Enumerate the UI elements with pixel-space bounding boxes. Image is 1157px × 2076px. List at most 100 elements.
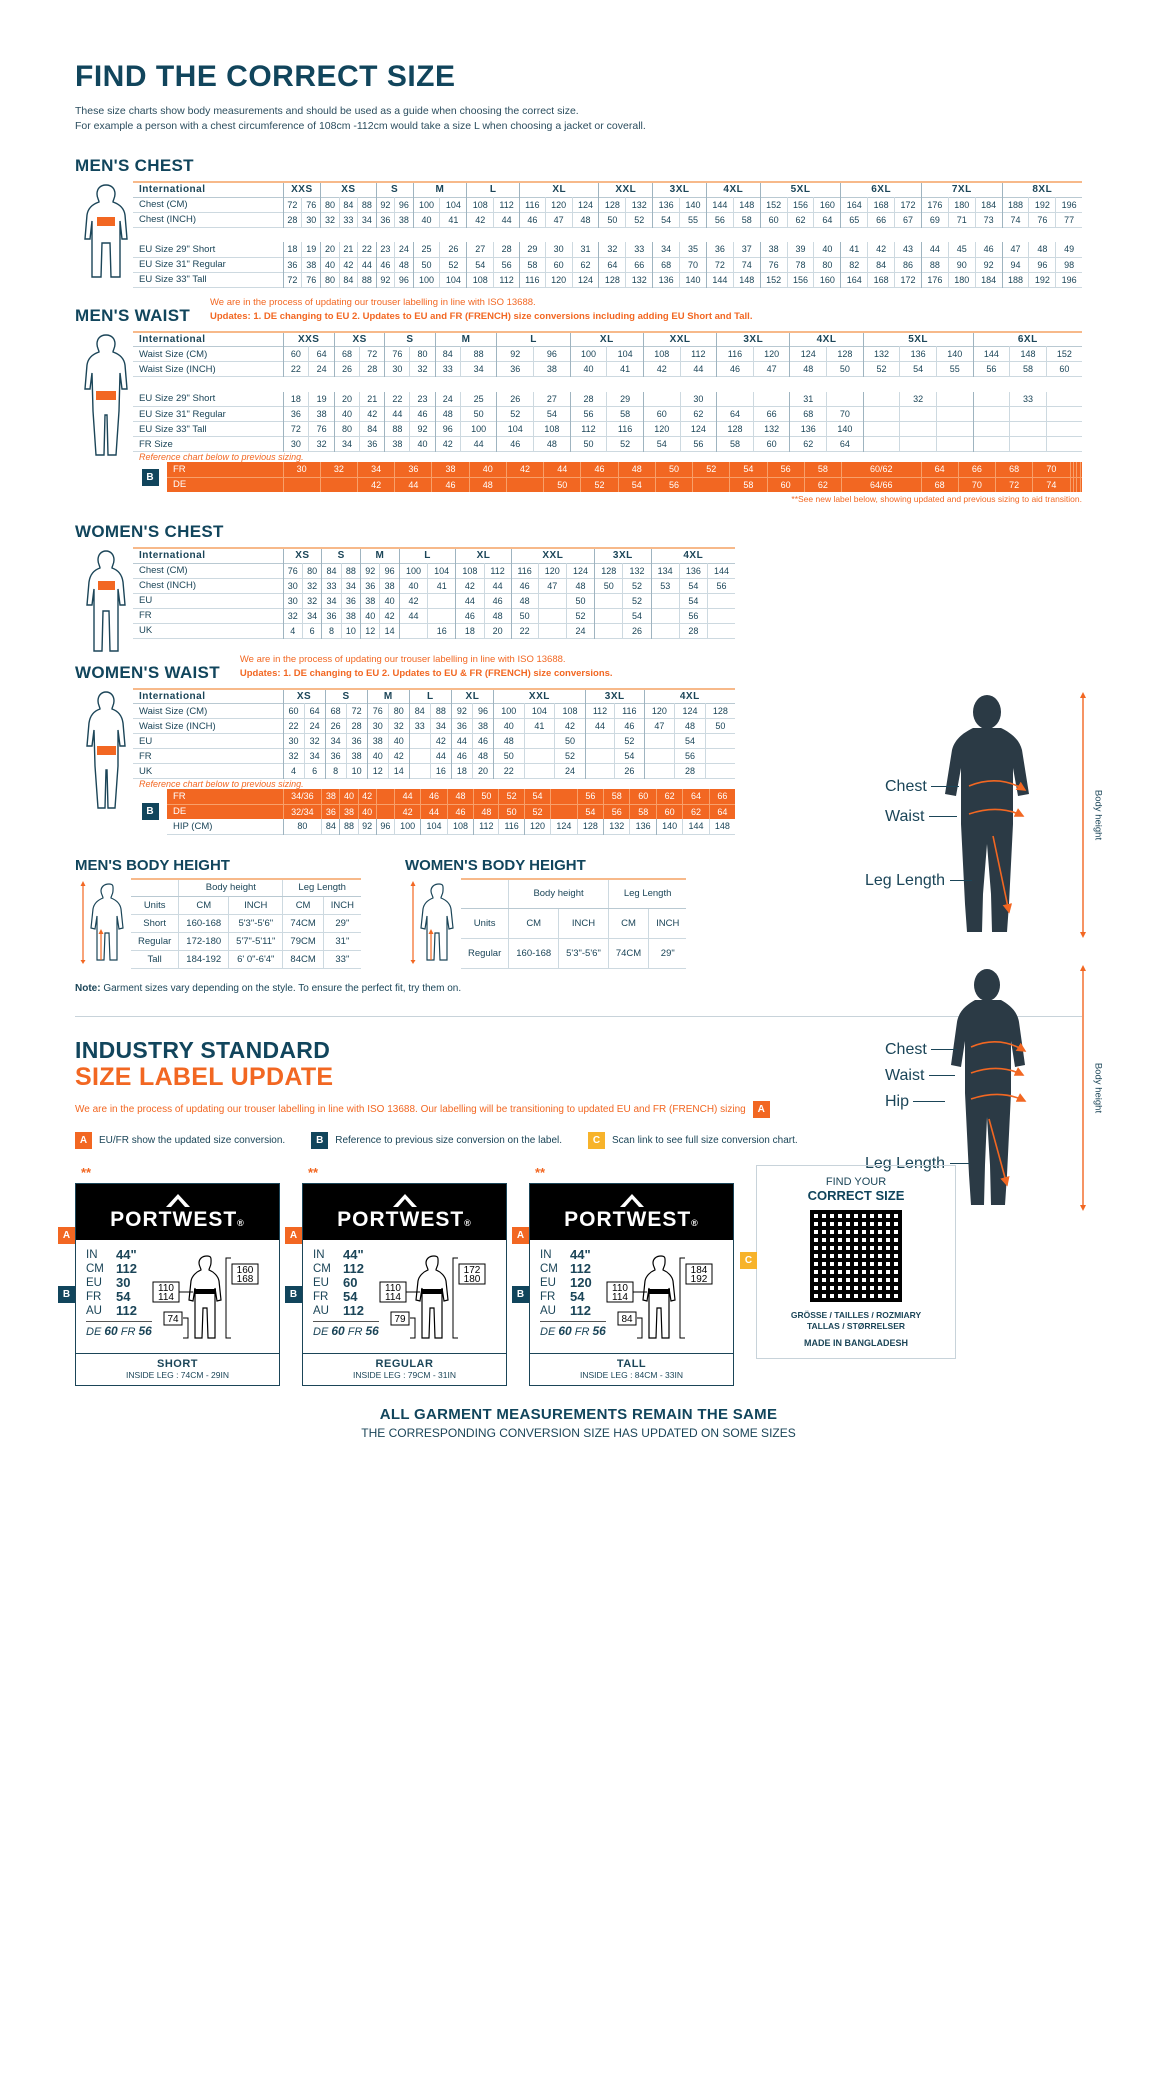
cell: 132 [625,197,653,212]
cell: 84 [359,421,385,437]
legacy-cell [1079,476,1082,492]
cell: 88 [920,257,949,272]
legacy-cell: 60/62 [841,462,922,477]
cell: 40 [412,212,440,227]
cell: 38 [366,733,389,749]
size-header-xl: XL [450,688,494,704]
bh-group-header-row: Body height Leg Length [460,877,687,909]
cell: 88 [429,703,452,719]
row-label: Waist Size (CM) [139,348,208,360]
cell: 40 [569,361,607,377]
table-row: EU Size 31" Regular 36 38 40 42 44 46 48 50 52 54 5… [133,406,1082,422]
qr-card[interactable]: C FIND YOUR CORRECT SIZE GRÖSSE / TAILLES /… [740,1164,956,1359]
cell: 36 [324,748,347,764]
cell: 38 [340,608,361,623]
cell: 26 [324,718,347,734]
table-row: UK 4 6 8 10 12 14 16 18 20 22 24 26 28 [133,763,735,779]
legacy-cell [1072,462,1077,477]
cell: 34 [321,593,342,608]
cell: 32 [320,212,340,227]
label-size-row: AU 112 [313,1302,379,1318]
table-row: EU 30 32 34 36 38 40 42 44 46 48 50 52 54 [133,733,735,749]
badge-a-icon: A [752,1100,770,1118]
cell: 100 [393,819,421,834]
cell: 104 [496,421,534,437]
legacy-row: FR 30 32 34 36 38 40 42 44 46 48 50 52 54 56 58 60/62 64 6… [167,462,1082,477]
cell: 96 [394,197,414,212]
svg-text:110: 110 [158,1283,174,1294]
cell: 40 [320,257,340,272]
legacy-cell [1069,462,1074,477]
mannequin-label-leg-length: Leg Length [865,1155,970,1173]
table-header-row: International XS S M L XL XXL 3XL 4XL [133,688,735,704]
mens-chest-table: International XXS XS S M L XL XXL 3XL 4XL 5XL 6XL 7X… [133,181,1082,288]
label-size-row: FR 54 [540,1289,606,1304]
cell: 116 [498,819,525,834]
label-size-unit: CM [313,1262,331,1275]
cell: 80 [409,346,436,362]
cell: 176 [920,197,949,212]
cell: 116 [518,272,546,287]
cell [1045,421,1082,437]
cell: 42 [867,242,895,257]
cell: 44 [584,718,615,734]
mens-waist-legacy-table: FR 30 32 34 36 38 40 42 44 46 48 50 52 54 56 58 60/62 64 6… [167,462,1082,492]
badge-b-icon: B [141,803,159,821]
label-size-value: 112 [343,1302,364,1318]
bh-cell: 33" [322,950,361,969]
label-size-value: 30 [116,1274,131,1290]
cell: 54 [899,361,937,377]
label-fit-type: TALL [616,1357,647,1370]
cell: 28 [493,242,520,257]
mens-height-figure [75,878,131,969]
cell: 48 [1028,242,1056,257]
legacy-cell: 44 [420,803,448,819]
label-previous-sizing: DE 60 FR 56 [313,1320,379,1339]
legacy-cell: 66 [957,462,996,477]
cell: 92 [375,197,395,212]
cell: 84 [338,197,358,212]
bh-row: Short 160-168 5'3"-5'6" 74CM 29" [131,914,361,933]
womens-waist-heading: WOMEN'S WAIST We are in the process of u… [75,653,735,683]
label-size-value: 60 [343,1274,358,1290]
mens-waist-heading: MEN'S WAIST We are in the process of upd… [75,296,1082,326]
cell: 30 [282,578,303,593]
cell: 48 [789,361,827,377]
cell: 34 [324,733,347,749]
legacy-cell: 54 [617,476,656,492]
cell: 84 [338,272,358,287]
cell: 50 [704,718,735,734]
womens-chest-table: International XS S M L XL XXL 3XL 4XL Chest (CM) 7… [133,547,735,639]
cell: 21 [338,242,358,257]
cell [523,748,555,764]
cell: 50 [569,436,607,452]
size-header-xs: XS [282,688,326,704]
cell: 44 [398,608,428,623]
womens-waist-block: International XS S M L XL XXL 3XL 4XL Waist Size … [75,688,735,835]
cell: 76 [308,421,335,437]
label-inside-leg: INSIDE LEG : 74CM - 29IN [126,1369,229,1380]
cell: 19 [301,242,321,257]
label-size-list: IN 44" CM 112 EU 30 FR 54 AU 112 DE 60 FR 56 [86,1247,152,1349]
legacy-cell: 46 [446,803,474,819]
legacy-cell [1069,476,1074,492]
cell: 48 [674,718,706,734]
table-row: Chest (INCH) 28 30 32 33 34 36 38 40 41 42 44 46 47 48… [133,212,1082,227]
cell [584,748,615,764]
cell: 56 [707,578,735,593]
cell: 44 [920,242,949,257]
qr-code-icon[interactable] [810,1209,902,1302]
cell: 41 [840,242,868,257]
cell: 20 [483,623,512,638]
cell: 66 [752,406,790,422]
label-size-unit: CM [86,1262,104,1275]
cell: 100 [398,563,428,578]
cell: 136 [678,563,708,578]
legacy-cell: 50 [498,803,525,819]
label-size-list: IN 44" CM 112 EU 120 FR 54 AU 112 DE 60 FR 56 [540,1247,606,1349]
cell: 25 [459,391,497,407]
cell [752,391,790,407]
cell [427,608,456,623]
label-size-unit: IN [540,1248,552,1261]
table-header-row: International XS S M L XL XXL 3XL 4XL [133,548,735,563]
